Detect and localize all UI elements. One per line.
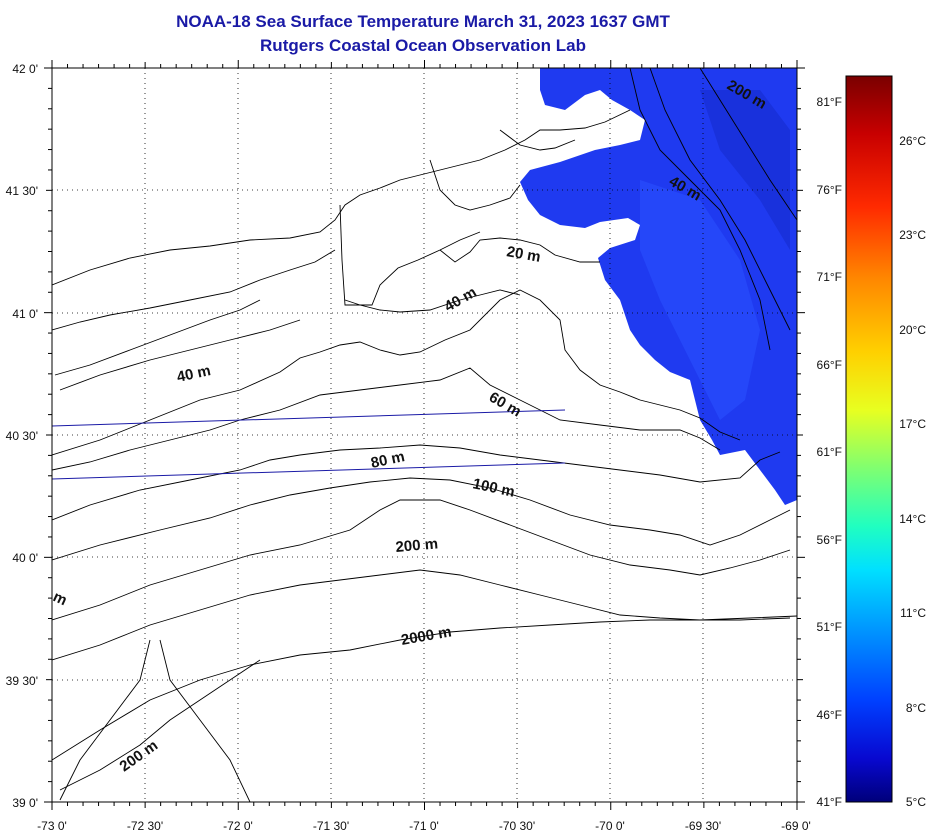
colorbar-celsius-labels: 26°C 23°C 20°C 17°C 14°C 11°C 8°C 5°C — [899, 134, 926, 809]
cb-c-3: 17°C — [899, 417, 926, 431]
y-axis-labels: 42 0' 41 30' 41 0' 40 30' 40 0' 39 30' 3… — [6, 62, 38, 810]
cb-c-7: 5°C — [906, 795, 926, 809]
bathymetry-contours — [52, 68, 797, 802]
cb-f-8: 41°F — [817, 795, 842, 809]
x-label-0: -73 0' — [37, 819, 67, 832]
contour-label-20m: 20 m — [505, 243, 542, 266]
x-label-5: -70 30' — [499, 819, 535, 832]
track-lines — [52, 409, 566, 480]
coastline — [52, 109, 631, 331]
cb-f-4: 61°F — [817, 445, 842, 459]
map-subtitle: Rutgers Coastal Ocean Observation Lab — [260, 36, 586, 55]
y-label-2: 41 0' — [12, 307, 38, 321]
x-label-6: -70 0' — [595, 819, 625, 832]
x-label-8: -69 0' — [781, 819, 811, 832]
contour-label-40m-b: 40 m — [175, 362, 212, 386]
cb-f-6: 51°F — [817, 620, 842, 634]
cb-f-2: 71°F — [817, 270, 842, 284]
contour-label-m-edge: m — [50, 588, 69, 609]
cb-f-3: 66°F — [817, 358, 842, 372]
contour-label-2000m: 2000 m — [400, 623, 453, 649]
x-label-2: -72 0' — [223, 819, 253, 832]
cb-c-2: 20°C — [899, 323, 926, 337]
cb-f-5: 56°F — [817, 533, 842, 547]
y-label-5: 39 30' — [6, 674, 38, 688]
y-label-4: 40 0' — [12, 551, 38, 565]
cb-c-5: 11°C — [900, 606, 926, 620]
axis-ticks — [44, 60, 805, 810]
x-label-3: -71 30' — [313, 819, 349, 832]
cb-f-7: 46°F — [817, 708, 842, 722]
colorbar — [845, 75, 893, 803]
map-title: NOAA-18 Sea Surface Temperature March 31… — [176, 12, 670, 31]
cb-c-6: 8°C — [906, 701, 926, 715]
colorbar-fahrenheit-labels: 81°F 76°F 71°F 66°F 61°F 56°F 51°F 46°F … — [817, 95, 842, 809]
x-label-7: -69 30' — [685, 819, 721, 832]
cb-f-0: 81°F — [817, 95, 842, 109]
cb-c-1: 23°C — [899, 228, 926, 242]
graticule — [52, 68, 797, 802]
cb-f-1: 76°F — [817, 183, 842, 197]
y-label-1: 41 30' — [6, 184, 38, 198]
x-label-1: -72 30' — [127, 819, 163, 832]
x-label-4: -71 0' — [409, 819, 439, 832]
contour-label-200m-sw: 200 m — [117, 737, 162, 775]
contour-label-200m: 200 m — [395, 535, 439, 556]
y-label-3: 40 30' — [6, 429, 38, 443]
x-axis-labels: -73 0' -72 30' -72 0' -71 30' -71 0' -70… — [37, 819, 811, 832]
contour-label-80m: 80 m — [369, 448, 406, 472]
cb-c-4: 14°C — [899, 512, 926, 526]
y-label-6: 39 0' — [12, 796, 38, 810]
contour-label-100m: 100 m — [471, 475, 516, 500]
cb-c-0: 26°C — [899, 134, 926, 148]
contour-label-40m: 40 m — [442, 284, 480, 316]
contour-label-60m: 60 m — [486, 389, 524, 421]
y-label-0: 42 0' — [12, 62, 38, 76]
